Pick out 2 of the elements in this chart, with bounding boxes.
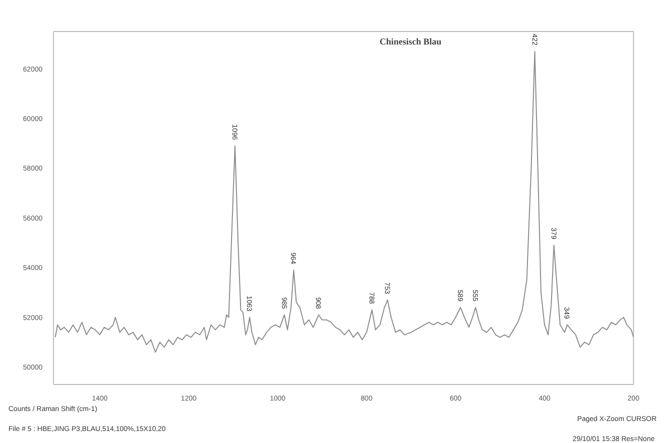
- line-series: [54, 50, 634, 353]
- text: Chinesisch Blau: [380, 36, 442, 46]
